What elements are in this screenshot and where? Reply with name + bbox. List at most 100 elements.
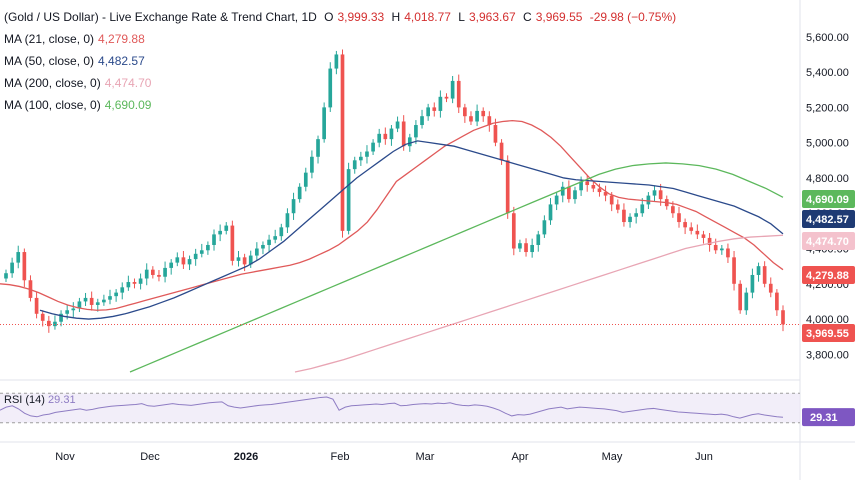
candle-body [71, 308, 76, 311]
x-tick-label: Feb [331, 451, 350, 463]
candle-body [750, 274, 755, 293]
candle-body [175, 257, 180, 263]
price-badge [802, 324, 855, 342]
candle-body [46, 320, 51, 327]
candle-body [359, 156, 363, 161]
candle-body [524, 243, 528, 253]
y-tick-label: 3,800.00 [806, 349, 849, 361]
ma100-label: MA (100, close, 0) [4, 98, 101, 112]
candle-body [603, 192, 608, 196]
ma50-value: 4,482.57 [98, 54, 145, 68]
candle-body [652, 190, 657, 196]
candle-body [285, 213, 290, 228]
candle-body [89, 297, 94, 305]
candle-body [646, 195, 651, 205]
candle-body [212, 234, 216, 245]
candle-body [377, 133, 382, 143]
ma-line-0 [0, 119, 784, 311]
open-label: O [324, 10, 334, 24]
candle-body [108, 296, 112, 300]
candle-body [542, 220, 547, 235]
candle-body [438, 96, 443, 111]
indicator-ma100[interactable]: MA (100, close, 0) 4,690.09 [4, 98, 155, 112]
candle-body [493, 125, 498, 143]
candle-body [707, 237, 712, 245]
y-tick-label: 4,800.00 [806, 173, 849, 185]
candle-body [475, 110, 479, 122]
price-badge-label: 4,482.57 [806, 214, 849, 226]
candle-body [713, 244, 718, 251]
candle-body [671, 206, 675, 214]
ma-line-2 [294, 234, 784, 373]
candle-body [261, 244, 265, 249]
candle-body [634, 213, 639, 217]
candle-body [310, 156, 314, 173]
candle-body [389, 128, 394, 140]
candle-body [181, 257, 186, 265]
candle-body [432, 107, 437, 111]
y-tick-label: 5,400.00 [806, 67, 849, 79]
candle-body [230, 225, 235, 261]
rsi-legend[interactable]: RSI (14) 29.31 [4, 394, 76, 406]
candle-body [658, 190, 663, 200]
candle-body [775, 292, 779, 311]
candle-body [224, 225, 229, 231]
candle-body [407, 137, 412, 147]
candle-body [395, 121, 400, 129]
price-badge-label: 4,474.70 [806, 236, 849, 248]
candle-body [481, 110, 486, 117]
high-label: H [391, 10, 401, 24]
candle-body [487, 116, 492, 126]
candle-body [628, 216, 632, 223]
candle-body [683, 222, 687, 228]
rsi-line [0, 396, 784, 419]
x-tick-label: May [602, 451, 623, 463]
candle-body [132, 282, 137, 284]
x-tick-label: Nov [55, 451, 75, 463]
candle-body [456, 80, 461, 108]
candle-body [726, 248, 730, 258]
candle-body [463, 107, 467, 117]
low-label: L [458, 10, 465, 24]
candle-body [303, 172, 308, 187]
indicator-ma200[interactable]: MA (200, close, 0) 4,474.70 [4, 76, 155, 90]
price-badge-label: 3,969.55 [806, 328, 849, 340]
candle-body [762, 266, 767, 284]
candle-body [193, 253, 198, 260]
candle-body [40, 313, 45, 321]
candle-body [65, 310, 70, 314]
candle-body [530, 244, 534, 253]
candle-body [22, 252, 27, 281]
candle-body [420, 116, 424, 126]
low-value: 3,963.67 [468, 10, 516, 24]
candle-body [187, 259, 192, 265]
candle-body [114, 292, 118, 297]
indicator-ma21[interactable]: MA (21, close, 0) 4,279.88 [4, 32, 149, 46]
candle-body [585, 181, 590, 186]
x-tick-label: Jun [695, 451, 713, 463]
candle-body [53, 321, 57, 327]
candle-body [34, 297, 39, 314]
x-tick-label: 2026 [234, 451, 258, 463]
ma200-value: 4,474.70 [104, 76, 152, 90]
price-badge-label: 4,279.88 [806, 270, 849, 282]
candle-body [615, 204, 620, 210]
candle-body [426, 107, 430, 117]
close-label: C [523, 10, 532, 24]
indicator-ma50[interactable]: MA (50, close, 0) 4,482.57 [4, 54, 149, 68]
candle-body [695, 230, 700, 235]
candle-body [248, 255, 253, 265]
candle-body [16, 252, 21, 263]
candle-body [677, 213, 681, 223]
candle-body [414, 125, 418, 138]
candle-body [346, 169, 351, 231]
candle-body [199, 250, 204, 254]
candle-body [291, 199, 296, 214]
chart-header: (Gold / US Dollar) - Live Exchange Rate … [4, 10, 680, 24]
candle-body [371, 142, 375, 152]
rsi-badge [802, 408, 855, 427]
candle-body [511, 213, 516, 249]
candle-body [469, 116, 473, 122]
candle-body [157, 274, 161, 277]
